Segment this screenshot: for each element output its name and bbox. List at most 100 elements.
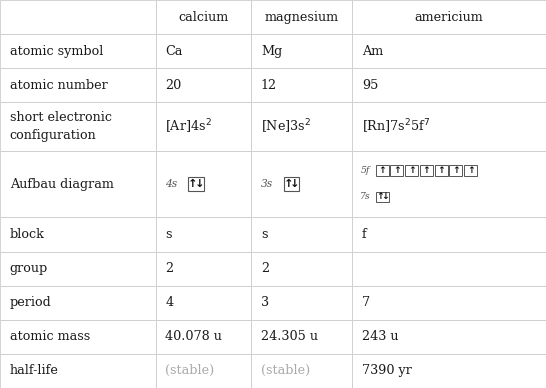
Text: 20: 20 [165, 79, 182, 92]
Bar [420, 165, 433, 176]
Bar [156, 354, 251, 388]
Bar [352, 0, 546, 34]
Bar [352, 34, 546, 68]
Bar [156, 251, 251, 286]
Text: half-life: half-life [10, 364, 59, 378]
Bar [376, 165, 389, 176]
Text: block: block [10, 228, 45, 241]
Text: 7390 yr: 7390 yr [362, 364, 412, 378]
Text: ↓: ↓ [194, 179, 204, 189]
Bar [0, 0, 156, 34]
Text: ↓: ↓ [290, 179, 299, 189]
Bar [352, 102, 546, 151]
Bar [284, 177, 299, 191]
Text: ↑: ↑ [376, 192, 383, 201]
Text: (stable): (stable) [165, 364, 215, 378]
Bar [156, 320, 251, 354]
Bar [251, 151, 352, 217]
Text: [Ar]4s$^2$: [Ar]4s$^2$ [165, 118, 212, 136]
Bar [251, 354, 352, 388]
Text: 3s: 3s [261, 179, 273, 189]
Bar [251, 251, 352, 286]
Bar [352, 217, 546, 251]
Bar [0, 286, 156, 320]
Text: calcium: calcium [178, 10, 229, 24]
Text: 5f: 5f [360, 166, 370, 175]
Bar [251, 286, 352, 320]
Text: ↑: ↑ [452, 166, 460, 175]
Bar [0, 102, 156, 151]
Bar [156, 34, 251, 68]
Bar [0, 34, 156, 68]
Bar [251, 0, 352, 34]
Bar [352, 251, 546, 286]
Text: f: f [362, 228, 367, 241]
Text: ↑: ↑ [188, 179, 198, 189]
Text: 4: 4 [165, 296, 174, 309]
Text: 24.305 u: 24.305 u [261, 330, 318, 343]
Bar [352, 320, 546, 354]
Text: ↑: ↑ [437, 166, 445, 175]
Text: s: s [261, 228, 268, 241]
Text: s: s [165, 228, 172, 241]
Text: ↑: ↑ [393, 166, 401, 175]
Bar [156, 102, 251, 151]
Bar [352, 68, 546, 102]
Bar [188, 177, 204, 191]
Bar [405, 165, 418, 176]
Bar [435, 165, 448, 176]
Bar [0, 320, 156, 354]
Text: ↑: ↑ [423, 166, 430, 175]
Text: 12: 12 [261, 79, 277, 92]
Text: Ca: Ca [165, 45, 183, 58]
Bar [352, 286, 546, 320]
Text: 7: 7 [362, 296, 370, 309]
Text: atomic number: atomic number [10, 79, 108, 92]
Bar [0, 354, 156, 388]
Bar [156, 0, 251, 34]
Bar [156, 286, 251, 320]
Text: period: period [10, 296, 51, 309]
Text: ↑: ↑ [378, 166, 386, 175]
Text: [Rn]7s$^2$5f$^7$: [Rn]7s$^2$5f$^7$ [362, 118, 430, 136]
Text: 2: 2 [165, 262, 174, 275]
Text: [Ne]3s$^2$: [Ne]3s$^2$ [261, 118, 311, 136]
Text: ↑: ↑ [467, 166, 474, 175]
Text: 40.078 u: 40.078 u [165, 330, 222, 343]
Bar [449, 165, 462, 176]
Bar [0, 217, 156, 251]
Text: magnesium: magnesium [265, 10, 339, 24]
Text: ↑: ↑ [408, 166, 416, 175]
Bar [251, 320, 352, 354]
Text: (stable): (stable) [261, 364, 310, 378]
Text: ↓: ↓ [381, 192, 389, 201]
Text: 95: 95 [362, 79, 378, 92]
Bar [352, 151, 546, 217]
Text: 7s: 7s [360, 192, 371, 201]
Bar [156, 68, 251, 102]
Bar [0, 68, 156, 102]
Text: 3: 3 [261, 296, 269, 309]
Bar [251, 68, 352, 102]
Text: 243 u: 243 u [362, 330, 399, 343]
Bar [376, 192, 389, 203]
Text: 2: 2 [261, 262, 269, 275]
Text: Mg: Mg [261, 45, 282, 58]
Bar [0, 151, 156, 217]
Text: americium: americium [415, 10, 483, 24]
Text: Am: Am [362, 45, 383, 58]
Bar [156, 217, 251, 251]
Bar [352, 354, 546, 388]
Bar [251, 102, 352, 151]
Bar [0, 251, 156, 286]
Bar [251, 34, 352, 68]
Bar [390, 165, 403, 176]
Text: atomic mass: atomic mass [10, 330, 90, 343]
Text: ↑: ↑ [284, 179, 293, 189]
Text: 4s: 4s [165, 179, 177, 189]
Bar [251, 217, 352, 251]
Text: Aufbau diagram: Aufbau diagram [10, 178, 114, 191]
Text: group: group [10, 262, 48, 275]
Text: atomic symbol: atomic symbol [10, 45, 103, 58]
Text: short electronic
configuration: short electronic configuration [10, 111, 112, 142]
